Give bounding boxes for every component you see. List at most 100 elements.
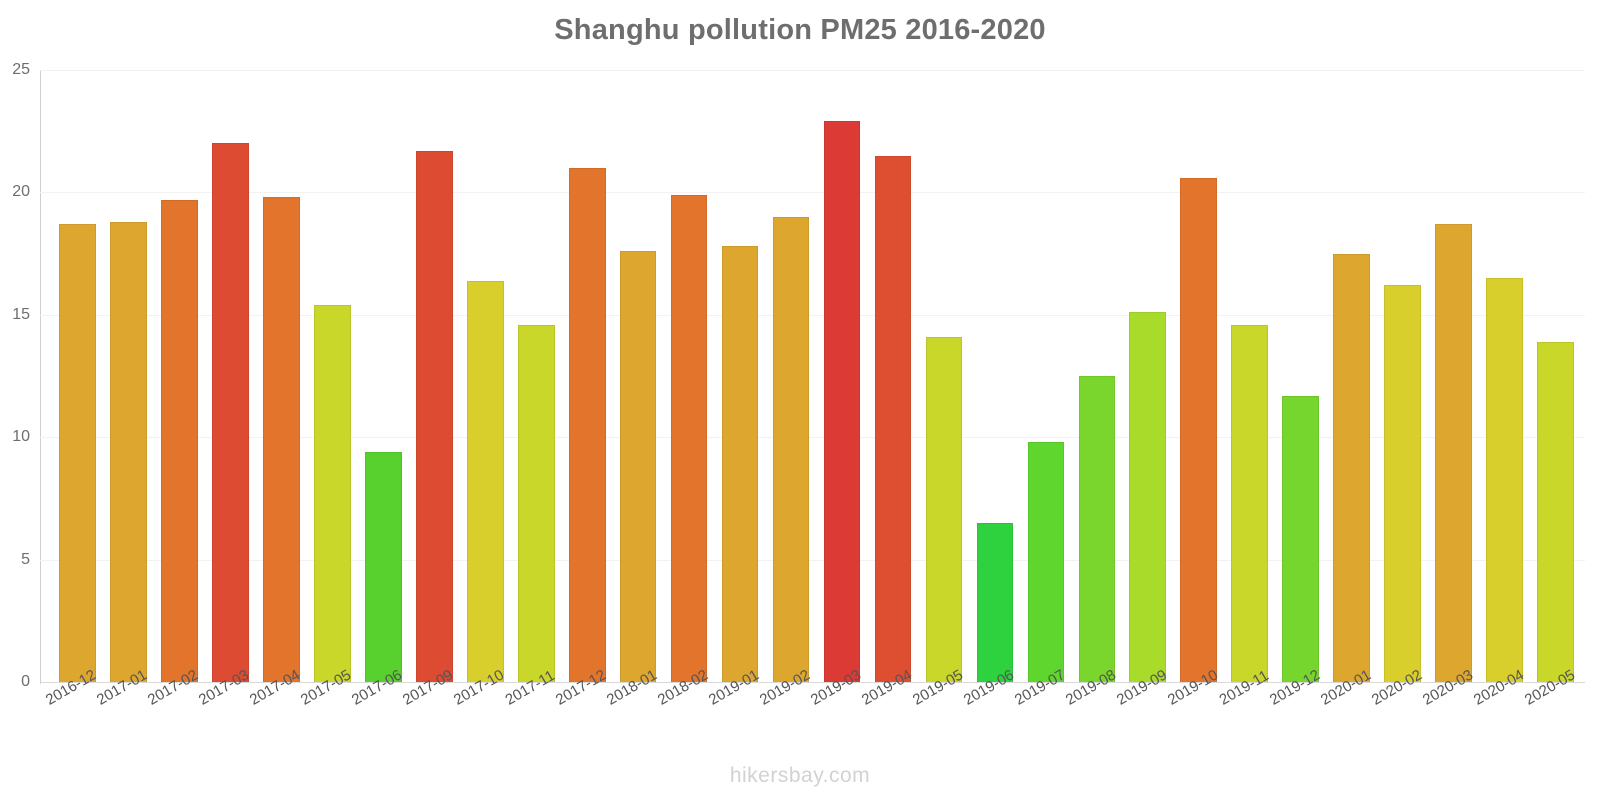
footer-credit: hikersbay.com	[729, 764, 871, 787]
bar[interactable]	[415, 150, 453, 682]
bar-slot	[1122, 70, 1173, 682]
y-tick-label: 20	[12, 183, 30, 201]
bar-slot	[1071, 70, 1122, 682]
bar[interactable]	[568, 167, 606, 682]
bar[interactable]	[823, 121, 861, 682]
x-label-slot: 2019-05	[910, 666, 969, 766]
bar-slot	[1377, 70, 1428, 682]
bar[interactable]	[1486, 278, 1523, 682]
x-label-slot: 2019-01	[706, 666, 766, 766]
bar-slot	[358, 70, 409, 682]
bar-slot	[52, 70, 103, 682]
bar-slot	[409, 70, 460, 682]
bar[interactable]	[1333, 253, 1371, 682]
bar-slot	[1020, 70, 1071, 682]
x-label-slot: 2020-05	[1521, 666, 1581, 766]
bar-slot	[613, 70, 664, 682]
bar-slot	[154, 70, 205, 682]
bar-slot	[969, 70, 1020, 682]
bar[interactable]	[466, 280, 504, 682]
page-title: Shanghu pollution PM25 2016-2020	[554, 14, 1046, 46]
plot-area	[40, 70, 1585, 683]
gridline	[40, 559, 1585, 561]
x-label-slot: 2019-07	[1012, 666, 1071, 766]
bar-slot	[918, 70, 969, 682]
bar[interactable]	[874, 155, 912, 682]
bar-slot	[715, 70, 766, 682]
bar[interactable]	[1231, 324, 1269, 682]
bar[interactable]	[313, 305, 351, 682]
x-label-slot: 2017-09	[400, 666, 460, 766]
gridline	[40, 192, 1585, 194]
x-label-slot: 2017-06	[349, 666, 409, 766]
bar-slot	[256, 70, 307, 682]
x-axis-labels: 2016-12 2017-01 2017-02 2017-03 2017-04 2017-…	[40, 666, 1585, 766]
bar[interactable]	[976, 522, 1014, 682]
x-label-slot: 2017-12	[553, 666, 613, 766]
bar-slot	[460, 70, 511, 682]
gridline	[40, 437, 1585, 439]
bar-slot	[307, 70, 358, 682]
x-label-slot: 2017-11	[503, 667, 562, 766]
bar[interactable]	[1078, 376, 1116, 682]
bar-slot	[511, 70, 562, 682]
bar-slot	[1173, 70, 1224, 682]
bar-slot	[205, 70, 256, 682]
bar[interactable]	[619, 251, 657, 682]
bar[interactable]	[212, 143, 249, 682]
gridline	[40, 314, 1585, 316]
bar[interactable]	[161, 199, 198, 682]
bar[interactable]	[1027, 442, 1065, 682]
bar[interactable]	[721, 246, 759, 682]
gridline	[40, 682, 1585, 683]
bar[interactable]	[772, 216, 810, 682]
bar-slot	[562, 70, 613, 682]
bar[interactable]	[1384, 285, 1422, 682]
bar-slot	[1275, 70, 1326, 682]
bar-slot	[1224, 70, 1275, 682]
x-label-slot: 2019-03	[808, 666, 868, 766]
x-label-slot: 2020-03	[1420, 666, 1479, 766]
y-tick-label: 25	[12, 61, 30, 78]
bar-series	[40, 70, 1585, 682]
bar[interactable]	[1435, 224, 1472, 682]
gridline	[40, 70, 1585, 71]
x-label-slot: 2019-04	[859, 666, 919, 766]
x-label-slot: 2020-01	[1318, 666, 1377, 766]
bar-slot	[766, 70, 817, 682]
x-label-slot: 2019-10	[1165, 666, 1224, 766]
bar-slot	[1326, 70, 1377, 682]
x-label-slot: 2018-02	[655, 666, 715, 766]
bar[interactable]	[364, 451, 402, 682]
bar[interactable]	[925, 336, 963, 682]
bar[interactable]	[263, 197, 300, 682]
y-axis-line	[40, 70, 41, 684]
bar[interactable]	[1129, 312, 1167, 682]
bar-slot	[103, 70, 154, 682]
bar[interactable]	[1282, 395, 1320, 682]
bar-slot	[1530, 70, 1581, 682]
bar[interactable]	[1180, 177, 1218, 682]
x-label-slot: 2017-10	[451, 666, 511, 766]
y-tick-label: 15	[12, 305, 30, 323]
y-tick-label: 10	[12, 428, 30, 446]
bar-slot	[1428, 70, 1479, 682]
bar-slot	[868, 70, 919, 682]
bar-slot	[817, 70, 868, 682]
bar[interactable]	[110, 221, 147, 682]
x-label-slot: 2019-11	[1216, 667, 1275, 766]
x-label-slot: 2020-02	[1369, 666, 1428, 766]
bar[interactable]	[1537, 341, 1574, 682]
x-label-slot: 2019-09	[1114, 666, 1173, 766]
x-label-slot: 2018-01	[604, 666, 664, 766]
x-label-slot: 2019-06	[961, 666, 1020, 766]
bar[interactable]	[59, 224, 96, 682]
bar[interactable]	[517, 324, 555, 682]
x-label-slot: 2019-08	[1063, 666, 1122, 766]
bar[interactable]	[670, 194, 708, 682]
x-label-slot: 2019-12	[1267, 666, 1326, 766]
y-tick-label: 5	[21, 550, 30, 568]
x-label-slot: 2020-04	[1470, 666, 1530, 766]
bar-slot	[1479, 70, 1530, 682]
